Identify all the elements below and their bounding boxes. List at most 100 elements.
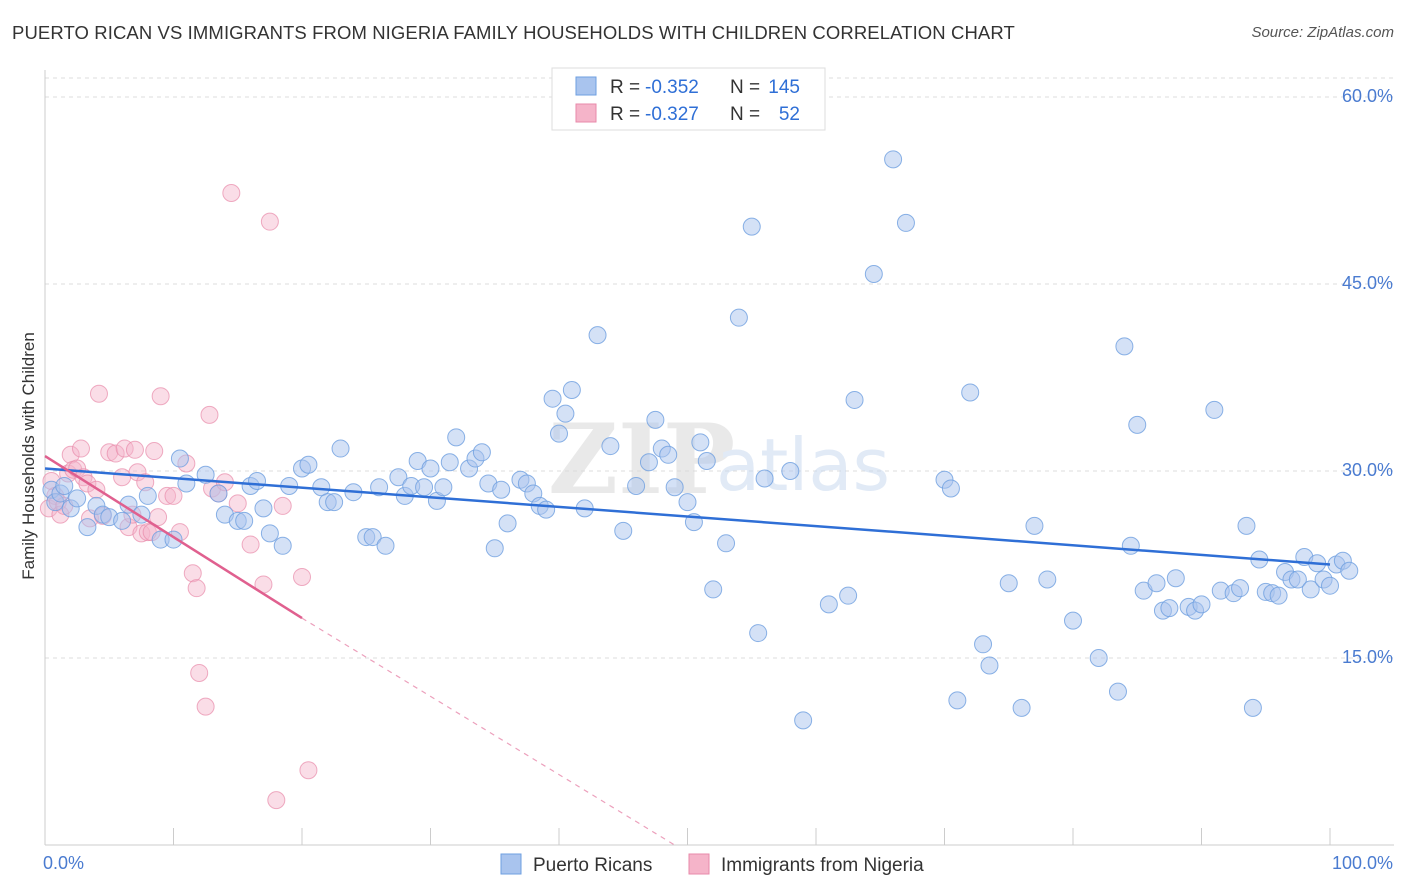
data-point-puerto-rican [1038, 570, 1057, 589]
data-point-puerto-rican [1269, 586, 1288, 605]
data-point-puerto-rican [948, 691, 967, 710]
data-point-puerto-rican [1301, 580, 1320, 599]
data-point-nigeria [164, 486, 183, 505]
data-point-puerto-rican [543, 389, 562, 408]
data-point-nigeria [125, 440, 144, 459]
data-point-puerto-rican [1237, 516, 1256, 535]
bottom-legend-swatch-puerto-rican [500, 853, 522, 875]
y-tick-label: 45.0% [1342, 273, 1393, 293]
data-point-puerto-rican [415, 478, 434, 497]
y-tick-label: 15.0% [1342, 647, 1393, 667]
data-point-puerto-rican [729, 308, 748, 327]
bottom-legend: Puerto Ricans Immigrants from Nigeria [500, 853, 924, 876]
data-point-nigeria [151, 387, 170, 406]
data-point-nigeria [71, 439, 90, 458]
legend-r-value-2: -0.327 [645, 104, 699, 125]
data-point-puerto-rican [1089, 649, 1108, 667]
data-point-nigeria [200, 405, 219, 424]
legend-n-value-1: 145 [768, 77, 800, 98]
data-point-nigeria [190, 663, 209, 682]
data-point-puerto-rican [1160, 599, 1179, 618]
data-point-puerto-rican [1321, 576, 1339, 595]
data-point-nigeria [196, 697, 215, 716]
data-point-puerto-rican [697, 452, 716, 471]
data-point-puerto-rican [113, 511, 132, 530]
trend-line-puerto-rican [44, 467, 1331, 566]
legend-swatch-puerto-rican [575, 76, 597, 96]
legend-r-value-1: -0.352 [645, 77, 699, 98]
data-point-puerto-rican [370, 478, 389, 497]
watermark-atlas: atlas [716, 423, 890, 507]
data-point-puerto-rican [839, 586, 858, 605]
x-tick-label: 0.0% [43, 853, 84, 873]
data-point-puerto-rican [896, 213, 915, 232]
top-legend-box [551, 67, 826, 131]
data-point-puerto-rican [1012, 698, 1031, 717]
data-point-puerto-rican [639, 453, 658, 472]
data-point-puerto-rican [755, 469, 774, 488]
y-tick-label: 30.0% [1342, 460, 1393, 480]
data-point-puerto-rican [1128, 415, 1147, 434]
data-point-puerto-rican [170, 449, 189, 468]
series-puerto-rican-points [42, 150, 1359, 730]
watermark: ZIP atlas [548, 403, 890, 516]
data-point-puerto-rican [1231, 579, 1250, 598]
data-point-puerto-rican [363, 528, 382, 547]
data-point-nigeria [145, 442, 164, 461]
data-point-puerto-rican [781, 462, 800, 480]
chart-title: PUERTO RICAN VS IMMIGRANTS FROM NIGERIA … [12, 22, 1015, 43]
data-point-puerto-rican [691, 433, 710, 452]
data-point-puerto-rican [492, 480, 511, 499]
data-point-puerto-rican [273, 536, 292, 555]
data-point-puerto-rican [376, 536, 395, 555]
data-point-puerto-rican [845, 390, 864, 409]
data-point-nigeria [299, 761, 318, 780]
bottom-legend-swatch-nigeria [688, 853, 710, 875]
y-ticks: 15.0% 30.0% 45.0% 60.0% [1342, 86, 1393, 667]
gridlines [45, 77, 1394, 659]
data-point-puerto-rican [485, 539, 504, 558]
data-point-puerto-rican [864, 265, 883, 284]
legend-n-value-2: 52 [779, 104, 800, 125]
data-point-puerto-rican [704, 580, 723, 599]
data-point-puerto-rican [1025, 516, 1044, 535]
data-point-nigeria [293, 567, 311, 586]
data-point-puerto-rican [999, 574, 1018, 593]
data-point-puerto-rican [974, 635, 993, 654]
data-point-puerto-rican [556, 404, 575, 423]
data-point-puerto-rican [537, 500, 556, 519]
data-point-puerto-rican [1121, 536, 1140, 555]
data-point-puerto-rican [627, 476, 646, 495]
x-ticks: 0.0% 100.0% [43, 828, 1393, 873]
data-point-puerto-rican [601, 437, 620, 456]
data-point-puerto-rican [749, 624, 768, 643]
top-legend: R = -0.352 N = 145 R = -0.327 N = 52 [551, 67, 826, 131]
data-point-puerto-rican [55, 476, 74, 495]
data-point-nigeria [106, 444, 125, 463]
trend-lines [44, 454, 1331, 846]
data-point-puerto-rican [325, 493, 344, 512]
data-point-puerto-rican [472, 443, 491, 462]
data-point-puerto-rican [614, 521, 633, 540]
data-point-puerto-rican [254, 499, 273, 518]
data-point-puerto-rican [1166, 569, 1185, 588]
data-point-nigeria [158, 486, 177, 505]
data-point-puerto-rican [980, 656, 999, 675]
data-point-puerto-rican [659, 445, 678, 464]
data-point-puerto-rican [794, 711, 813, 730]
data-point-puerto-rican [961, 383, 980, 402]
data-point-puerto-rican [1288, 570, 1307, 589]
data-point-nigeria [273, 496, 292, 515]
data-point-puerto-rican [421, 459, 440, 478]
data-point-puerto-rican [562, 380, 581, 399]
trend-line-nigeria [44, 454, 303, 620]
data-point-nigeria [113, 468, 132, 487]
legend-n-label-2: N = [730, 104, 760, 125]
data-point-puerto-rican [1115, 337, 1134, 356]
data-point-puerto-rican [440, 453, 459, 472]
data-point-puerto-rican [235, 511, 254, 530]
data-point-puerto-rican [1064, 611, 1082, 630]
data-point-puerto-rican [498, 514, 517, 533]
data-point-puerto-rican [1243, 698, 1262, 717]
